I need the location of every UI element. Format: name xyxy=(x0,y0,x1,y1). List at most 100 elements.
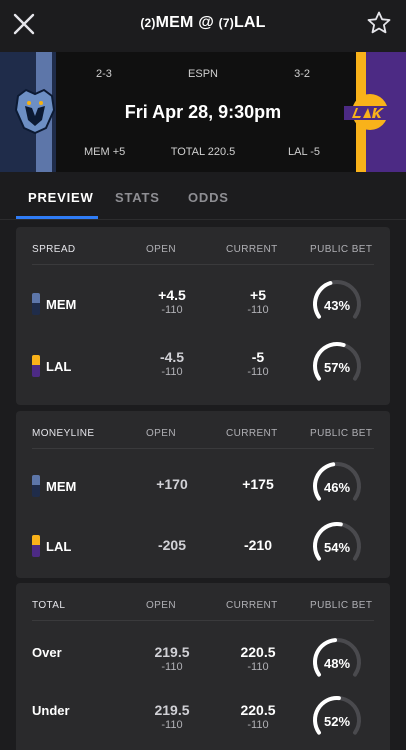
moneyline-row-mem[interactable]: MEM +170 +175 46% xyxy=(32,455,374,515)
public-bet-percent: 57% xyxy=(324,360,350,375)
home-abbr: LAL xyxy=(233,14,266,31)
team-name: MEM xyxy=(46,296,77,312)
lakers-logo-icon[interactable] xyxy=(344,92,396,132)
team-name: LAL xyxy=(46,538,72,554)
open-line: 219.5 xyxy=(154,702,190,718)
current-line: -210 xyxy=(243,537,273,553)
spread-card: SPREAD OPEN CURRENT PUBLIC BET MEM +4.5 … xyxy=(16,227,390,405)
top-bar: (2)MEM @ (7)LAL xyxy=(0,0,406,52)
current-value: 220.5 -110 xyxy=(218,702,298,731)
current-column-header: CURRENT xyxy=(226,244,278,255)
public-bet-gauge: 48% xyxy=(313,638,361,677)
current-column-header: CURRENT xyxy=(226,600,278,611)
total-row-over[interactable]: Over 219.5 -110 220.5 -110 48% xyxy=(32,623,374,683)
public-bet-gauge: 46% xyxy=(313,462,361,501)
spread-row-mem[interactable]: MEM +4.5 -110 +5 -110 43% xyxy=(32,273,374,333)
team-label: LAL xyxy=(32,535,71,557)
total-card-header: TOTAL OPEN CURRENT PUBLIC BET xyxy=(32,583,374,621)
current-value: 220.5 -110 xyxy=(218,644,298,673)
current-value: -5 -110 xyxy=(218,349,298,378)
open-odds: -110 xyxy=(161,366,183,378)
team-color-chip xyxy=(32,535,40,557)
public-bet-column-header: PUBLIC BET xyxy=(310,428,373,439)
current-line: +5 xyxy=(250,287,266,303)
tab-stats[interactable]: STATS xyxy=(115,190,160,205)
current-line: 220.5 xyxy=(240,644,276,660)
open-odds: -110 xyxy=(161,719,183,731)
at-symbol: @ xyxy=(198,14,215,31)
moneyline-row-lal[interactable]: LAL -205 -210 54% xyxy=(32,515,374,575)
matchup-title: (2)MEM @ (7)LAL xyxy=(0,14,406,32)
tv-network: ESPN xyxy=(188,68,218,80)
open-line: +4.5 xyxy=(158,287,186,303)
open-line: -4.5 xyxy=(159,349,185,365)
total-row-label: Under xyxy=(32,703,70,718)
open-value: 219.5 -110 xyxy=(132,644,212,673)
public-bet-gauge: 43% xyxy=(313,280,361,319)
current-value: -210 xyxy=(218,537,298,553)
current-odds: -110 xyxy=(247,304,269,316)
open-value: -205 xyxy=(132,537,212,553)
open-value: +170 xyxy=(132,476,212,492)
team-label: MEM xyxy=(32,293,76,315)
away-seed: (2) xyxy=(140,16,156,30)
current-odds: -110 xyxy=(247,661,269,673)
home-record: 3-2 xyxy=(294,68,310,80)
open-value: -4.5 -110 xyxy=(132,349,212,378)
total-title: TOTAL xyxy=(32,600,66,611)
current-value: +5 -110 xyxy=(218,287,298,316)
current-line: +175 xyxy=(242,476,274,492)
total-row-under[interactable]: Under 219.5 -110 220.5 -110 52% xyxy=(32,681,374,741)
away-abbr: MEM xyxy=(155,14,194,31)
close-icon[interactable] xyxy=(10,10,38,38)
current-column-header: CURRENT xyxy=(226,428,278,439)
tab-preview[interactable]: PREVIEW xyxy=(28,190,94,205)
public-bet-gauge: 54% xyxy=(313,522,361,561)
away-record: 2-3 xyxy=(96,68,112,80)
active-tab-indicator xyxy=(16,216,98,219)
public-bet-percent: 43% xyxy=(324,298,350,313)
open-value: 219.5 -110 xyxy=(132,702,212,731)
open-column-header: OPEN xyxy=(146,244,176,255)
moneyline-card: MONEYLINE OPEN CURRENT PUBLIC BET MEM +1… xyxy=(16,411,390,578)
spread-card-header: SPREAD OPEN CURRENT PUBLIC BET xyxy=(32,227,374,265)
spread-row-lal[interactable]: LAL -4.5 -110 -5 -110 57% xyxy=(32,335,374,395)
open-odds: -110 xyxy=(161,304,183,316)
open-line: 219.5 xyxy=(154,644,190,660)
public-bet-percent: 54% xyxy=(324,540,350,555)
public-bet-column-header: PUBLIC BET xyxy=(310,244,373,255)
home-spread-line: LAL -5 xyxy=(287,146,320,158)
star-icon[interactable] xyxy=(366,10,392,36)
team-label: MEM xyxy=(32,475,76,497)
open-value: +4.5 -110 xyxy=(132,287,212,316)
public-bet-percent: 48% xyxy=(324,656,350,671)
team-color-chip xyxy=(32,355,40,377)
moneyline-card-header: MONEYLINE OPEN CURRENT PUBLIC BET xyxy=(32,411,374,449)
away-spread-line: MEM +5 xyxy=(84,146,126,158)
public-bet-column-header: PUBLIC BET xyxy=(310,600,373,611)
current-odds: -110 xyxy=(247,719,269,731)
open-column-header: OPEN xyxy=(146,600,176,611)
tab-bar: PREVIEW STATS ODDS xyxy=(0,172,406,220)
moneyline-title: MONEYLINE xyxy=(32,428,95,439)
current-line: -5 xyxy=(251,349,265,365)
home-seed: (7) xyxy=(218,16,234,30)
total-card: TOTAL OPEN CURRENT PUBLIC BET Over 219.5… xyxy=(16,583,390,750)
game-banner: 2-3 ESPN 3-2 Fri Apr 28, 9:30pm MEM +5 T… xyxy=(0,52,406,172)
open-line: -205 xyxy=(157,537,187,553)
current-line: 220.5 xyxy=(240,702,276,718)
open-odds: -110 xyxy=(161,661,183,673)
current-odds: -110 xyxy=(247,366,269,378)
spread-title: SPREAD xyxy=(32,244,76,255)
tab-odds[interactable]: ODDS xyxy=(188,190,229,205)
public-bet-gauge: 57% xyxy=(313,342,361,381)
open-line: +170 xyxy=(156,476,188,492)
open-column-header: OPEN xyxy=(146,428,176,439)
game-datetime: Fri Apr 28, 9:30pm xyxy=(124,102,282,122)
team-color-chip xyxy=(32,475,40,497)
team-name: MEM xyxy=(46,478,77,494)
grizzlies-logo-icon[interactable] xyxy=(10,86,60,136)
current-value: +175 xyxy=(218,476,298,492)
public-bet-gauge: 52% xyxy=(313,696,361,735)
total-line: TOTAL 220.5 xyxy=(170,146,236,158)
